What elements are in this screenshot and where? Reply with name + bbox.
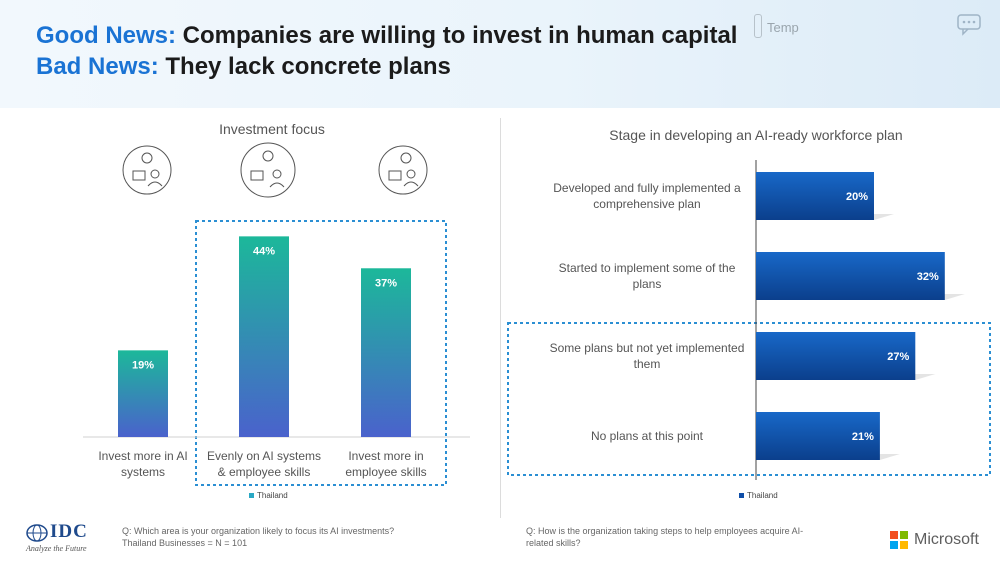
investment-bar-value-label: 44% [253, 245, 275, 257]
investment-category-label: systems [121, 465, 165, 479]
investment-category-label: employee skills [345, 465, 426, 479]
plan-category-label: comprehensive plan [593, 197, 700, 211]
investment-category-label: Evenly on AI systems [207, 449, 321, 463]
microsoft-logo: Microsoft [890, 531, 979, 549]
left-base: Thailand Businesses = N = 101 [122, 538, 248, 548]
investment-focus-title: Investment focus [219, 121, 325, 137]
plan-bar-value-label: 27% [887, 351, 909, 363]
right-question-line2: related skills? [526, 538, 581, 548]
left-legend-label: Thailand [257, 491, 288, 500]
highlight-box-left [195, 220, 447, 486]
temp-label: Temp [767, 20, 799, 35]
microsoft-logo-icon [890, 531, 908, 549]
plan-category-label: No plans at this point [591, 429, 704, 443]
investment-bar [239, 236, 289, 437]
right-legend-swatch [739, 493, 744, 498]
plan-bar-value-label: 32% [917, 271, 939, 283]
plan-category-label: Developed and fully implemented a [553, 181, 741, 195]
investment-bar [118, 350, 168, 437]
header-banner: Good News: Companies are willing to inve… [0, 0, 1000, 108]
thermometer-icon [754, 14, 762, 38]
investment-bar-value-label: 37% [375, 277, 397, 289]
investment-skills-icon [378, 145, 428, 195]
highlight-box-right [507, 322, 991, 476]
plan-bar [756, 252, 945, 300]
panel-divider [500, 118, 501, 518]
plan-category-label: Started to implement some of the [559, 261, 736, 275]
investment-category-label: & employee skills [218, 465, 311, 479]
investment-category-label: Invest more in AI [98, 449, 187, 463]
plan-bar-value-label: 21% [852, 431, 874, 443]
right-question-line1: Q: How is the organization taking steps … [526, 526, 804, 536]
right-legend-label: Thailand [747, 491, 778, 500]
idc-globe-icon [26, 524, 48, 542]
investment-bar-value-label: 19% [132, 359, 154, 371]
plan-category-label: Some plans but not yet implemented [550, 341, 745, 355]
left-question: Q: Which area is your organization likel… [122, 526, 395, 536]
plan-bar [756, 412, 880, 460]
plan-bar-value-label: 20% [846, 191, 868, 203]
left-legend-swatch [249, 493, 254, 498]
plan-bar [756, 332, 916, 380]
microsoft-name: Microsoft [914, 531, 979, 548]
headline-good-news: Good News: Companies are willing to inve… [36, 22, 738, 49]
left-footnote: Q: Which area is your organization likel… [122, 525, 394, 549]
headline-bad-news: Bad News: They lack concrete plans [36, 53, 451, 80]
investment-balanced-icon [240, 142, 296, 198]
idc-tagline: Analyze the Future [26, 544, 87, 553]
plan-category-label: plans [633, 277, 662, 291]
plan-bar [756, 172, 874, 220]
chat-icon[interactable] [957, 14, 983, 36]
investment-category-label: Invest more in [348, 449, 423, 463]
investment-ai-icon [122, 145, 172, 195]
workforce-plan-title: Stage in developing an AI-ready workforc… [609, 127, 902, 143]
investment-focus-chart: Investment focus 19% Invest more in AI sys… [83, 121, 470, 500]
idc-name: IDC [50, 521, 88, 542]
investment-bar [361, 268, 411, 437]
plan-category-label: them [634, 357, 661, 371]
right-footnote: Q: How is the organization taking steps … [526, 525, 803, 549]
